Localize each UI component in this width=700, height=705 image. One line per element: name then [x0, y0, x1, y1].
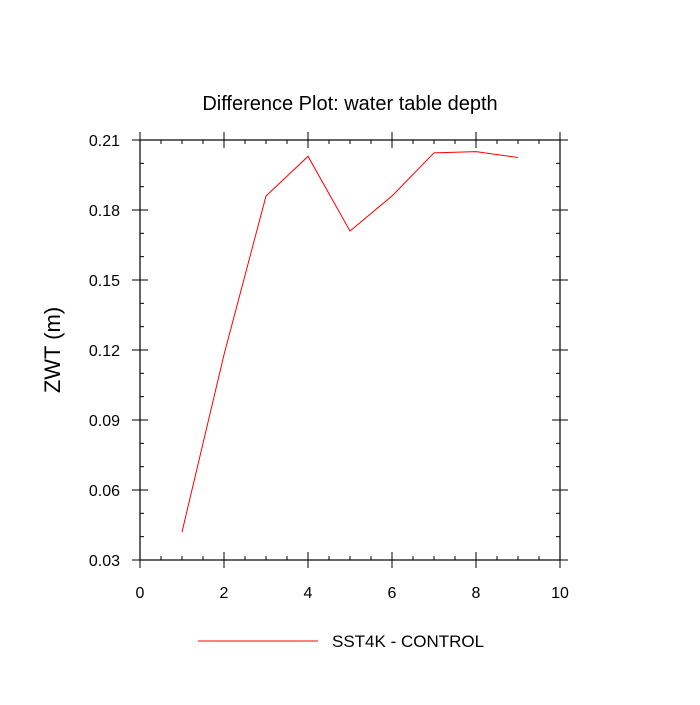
y-tick-label: 0.03 — [89, 553, 120, 570]
y-tick-label: 0.09 — [89, 413, 120, 430]
x-tick-label: 2 — [220, 585, 229, 602]
legend-label: SST4K - CONTROL — [332, 632, 484, 651]
series-line — [182, 152, 518, 532]
axis-ticks: 0 2 4 6 8 10 0.03 0.06 0.09 0.12 0.15 0.18 0.21 — [89, 132, 569, 602]
x-tick-label: 0 — [136, 585, 145, 602]
x-tick-label: 4 — [304, 585, 313, 602]
x-tick-label: 8 — [472, 585, 481, 602]
chart-title: Difference Plot: water table depth — [202, 93, 497, 115]
y-tick-label: 0.12 — [89, 343, 120, 360]
x-tick-label: 10 — [551, 585, 569, 602]
plot-area-frame — [140, 140, 560, 560]
y-tick-label: 0.18 — [89, 203, 120, 220]
y-axis-label: ZWT (m) — [40, 307, 65, 393]
y-tick-label: 0.06 — [89, 483, 120, 500]
series-layer — [182, 152, 518, 532]
y-tick-label: 0.15 — [89, 273, 120, 290]
y-tick-label: 0.21 — [89, 133, 120, 150]
legend: SST4K - CONTROL — [198, 632, 484, 651]
x-tick-label: 6 — [388, 585, 397, 602]
